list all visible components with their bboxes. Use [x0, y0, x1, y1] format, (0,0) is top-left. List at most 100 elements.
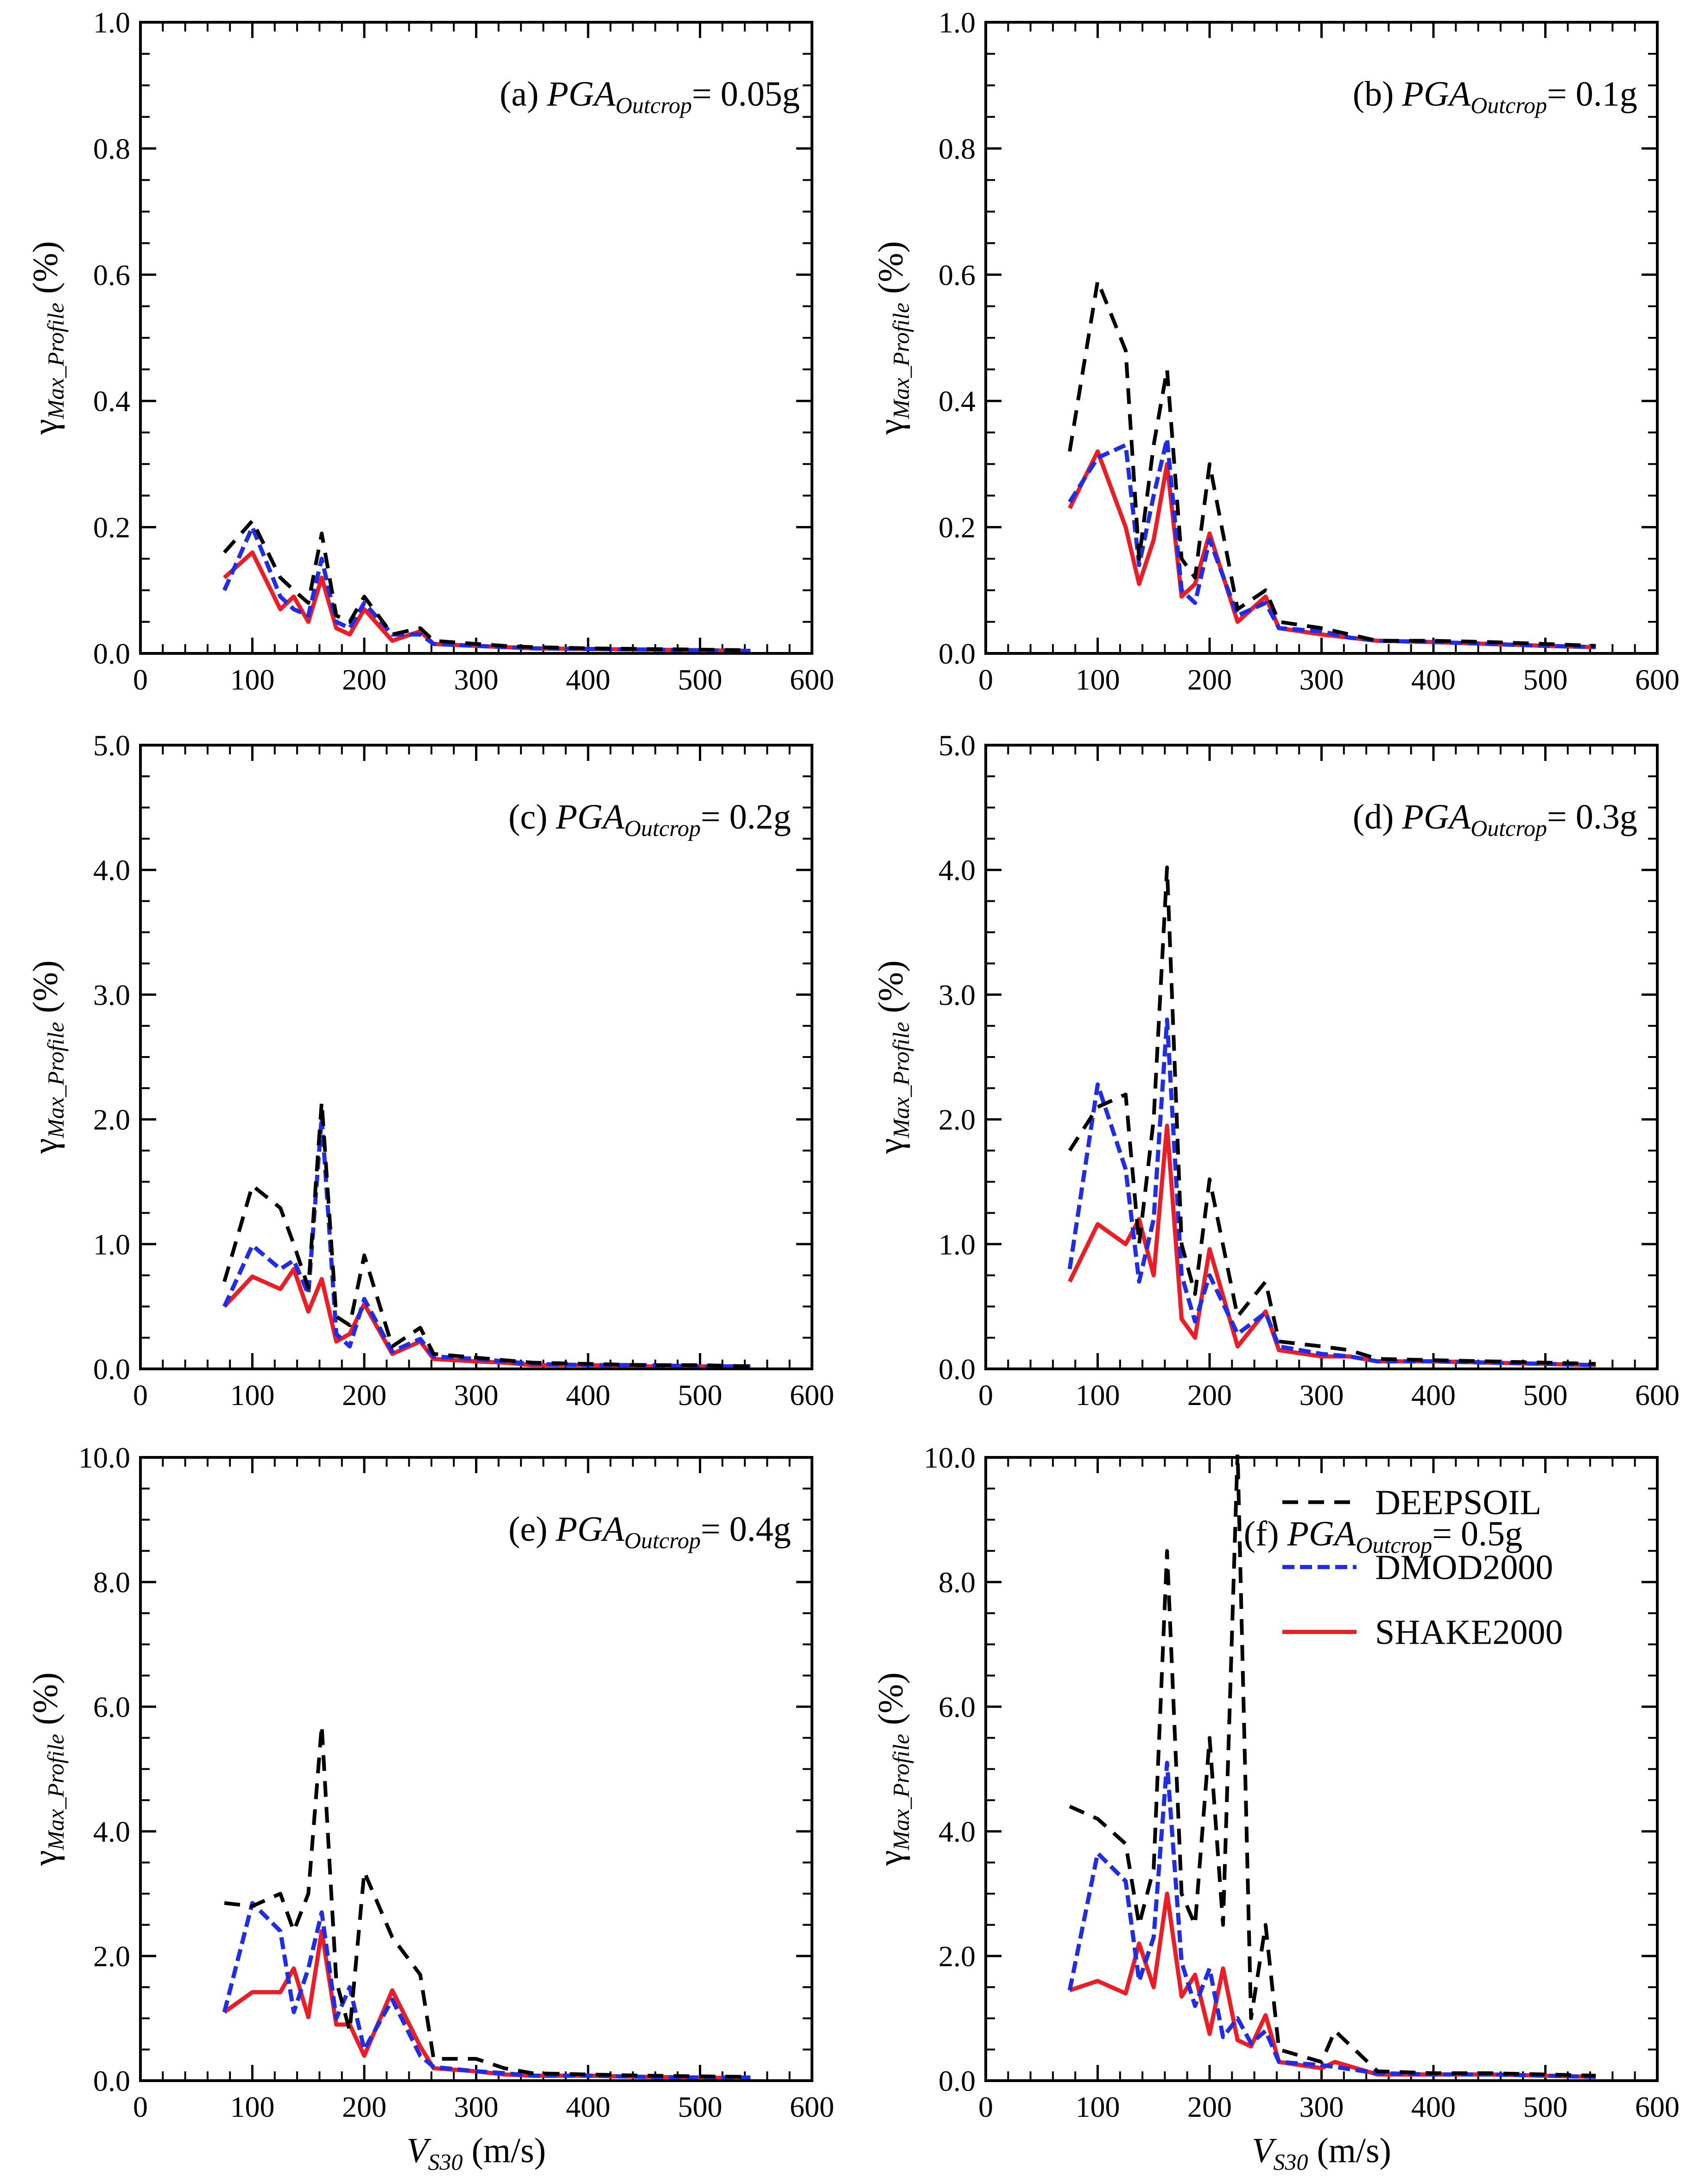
y-axis-label-subscript: Max_Profile — [888, 1022, 914, 1139]
x-tick-label: 0 — [133, 663, 148, 696]
y-axis-label: γMax_Profile (%) — [871, 241, 914, 435]
y-tick-label: 1.0 — [938, 6, 976, 39]
y-tick-label: 0.8 — [93, 132, 130, 165]
series-deepsoil — [1068, 279, 1596, 648]
y-tick-label: 2.0 — [938, 1940, 976, 1973]
x-tick-label: 100 — [230, 2090, 275, 2123]
panel-title-subscript: Outcrop — [624, 815, 701, 841]
y-tick-label: 0.2 — [93, 511, 130, 544]
series-dmod2000 — [1067, 1017, 1596, 1367]
y-tick-label: 10.0 — [78, 1441, 130, 1474]
y-tick-label: 2.0 — [93, 1103, 130, 1136]
series-dmod2000 — [222, 525, 751, 653]
y-axis-label-subscript: Max_Profile — [43, 1734, 69, 1851]
y-axis-label-symbol: γ — [26, 1138, 65, 1154]
series-deepsoil — [222, 1100, 751, 1368]
y-axis-label-subscript: Max_Profile — [43, 303, 69, 419]
x-tick-label: 400 — [566, 2090, 610, 2123]
series-deepsoil — [1069, 1455, 1596, 2078]
x-tick-label: 0 — [133, 1379, 148, 1412]
panel-title-value: = 0.2g — [701, 798, 791, 836]
y-tick-label: 4.0 — [93, 1815, 130, 1848]
y-tick-label: 10.0 — [924, 1441, 976, 1474]
panel-c: 0 100 200 300 400 500 600 0.0 1.0 2.0 3.0 4.0 5.0 γMa… — [26, 729, 834, 1412]
x-axis-label-unit: (m/s) — [1308, 2131, 1391, 2170]
x-tick-label: 0 — [978, 1379, 993, 1412]
x-tick-label: 300 — [1300, 1379, 1344, 1412]
series-deepsoil — [224, 1723, 751, 2079]
legend-label-deepsoil: DEEPSOIL — [1375, 1483, 1541, 1522]
legend: SHAKE2000 DMOD2000 DEEPSOIL — [1282, 1483, 1563, 1652]
y-tick-label: 0.4 — [938, 385, 976, 418]
y-axis-label: γMax_Profile (%) — [26, 1672, 69, 1866]
panel-title-letter: (d) — [1353, 798, 1394, 836]
series-deepsoil — [1068, 865, 1596, 1366]
y-axis-label-symbol: γ — [26, 419, 65, 435]
x-tick-label: 300 — [454, 1379, 499, 1412]
x-tick-label: 400 — [1411, 2090, 1456, 2123]
y-axis-label: γMax_Profile (%) — [26, 960, 69, 1154]
plot-frame — [139, 744, 813, 1370]
plot-frame — [139, 1456, 813, 2082]
x-tick-label: 400 — [566, 1379, 610, 1412]
y-axis-label-unit: (%) — [871, 241, 910, 303]
x-tick-label: 400 — [1411, 663, 1456, 696]
panel-a: 0 100 200 300 400 500 600 0.0 0.2 0.4 0.6 0.8 1.0 γMa… — [26, 6, 834, 696]
panel-title-variable: PGA — [1401, 798, 1471, 836]
x-tick-label: 100 — [1076, 2090, 1120, 2123]
x-tick-label: 600 — [790, 663, 834, 696]
panel-title-value: = 0.05g — [692, 75, 800, 114]
y-tick-label: 2.0 — [938, 1103, 976, 1136]
y-tick-label: 0.0 — [938, 1353, 976, 1386]
x-tick-label: 300 — [1300, 663, 1344, 696]
y-axis-label-symbol: γ — [871, 1138, 910, 1154]
panel-title-variable: PGA — [555, 798, 624, 836]
y-axis-label-unit: (%) — [26, 241, 65, 303]
panel-title: (c) PGAOutcrop= 0.2g — [508, 798, 791, 841]
y-tick-label: 0.0 — [93, 2064, 130, 2097]
y-tick-label: 1.0 — [938, 1228, 976, 1261]
y-tick-label: 6.0 — [93, 1690, 130, 1723]
y-tick-label: 1.0 — [93, 1228, 130, 1261]
x-tick-label: 0 — [978, 663, 993, 696]
y-axis-label-subscript: Max_Profile — [43, 1022, 69, 1139]
x-tick-label: 600 — [790, 1379, 834, 1412]
panel-title-variable: PGA — [555, 1510, 624, 1549]
y-tick-label: 0.6 — [93, 259, 130, 291]
y-axis-label-symbol: γ — [26, 1850, 65, 1867]
panel-title-subscript: Outcrop — [1356, 1532, 1432, 1558]
series-dmod2000 — [1068, 437, 1596, 649]
x-tick-label: 100 — [1076, 1379, 1120, 1412]
y-tick-label: 2.0 — [93, 1940, 130, 1973]
x-axis-label-subscript: S30 — [428, 2149, 463, 2175]
y-tick-label: 0.2 — [938, 511, 976, 544]
y-tick-label: 4.0 — [938, 854, 976, 886]
x-tick-label: 200 — [342, 1379, 387, 1412]
x-tick-label: 400 — [1411, 1379, 1456, 1412]
x-tick-label: 500 — [678, 663, 723, 696]
panel-title-subscript: Outcrop — [1471, 815, 1547, 841]
x-tick-label: 500 — [1523, 2090, 1568, 2123]
panel-title-variable: PGA — [1287, 1514, 1356, 1553]
x-tick-label: 0 — [978, 2090, 993, 2123]
panel-title-variable: PGA — [546, 75, 615, 114]
x-tick-label: 200 — [1187, 2090, 1232, 2123]
x-tick-label: 300 — [454, 2090, 499, 2123]
x-axis-label-symbol: V — [406, 2131, 431, 2170]
legend-label-dmod2000: DMOD2000 — [1375, 1548, 1553, 1587]
y-tick-label: 8.0 — [93, 1566, 130, 1599]
panel-b: 0 100 200 300 400 500 600 0.0 0.2 0.4 0.6 0.8 1.0 γMa… — [871, 6, 1680, 696]
y-tick-label: 8.0 — [938, 1566, 976, 1599]
y-axis-label: γMax_Profile (%) — [871, 960, 914, 1154]
x-tick-label: 500 — [1523, 663, 1568, 696]
y-tick-label: 6.0 — [938, 1690, 976, 1723]
y-tick-label: 0.0 — [93, 1353, 130, 1386]
x-axis-label-subscript: S30 — [1274, 2149, 1308, 2175]
x-tick-label: 300 — [1300, 2090, 1344, 2123]
x-tick-label: 100 — [1076, 663, 1120, 696]
y-tick-label: 0.6 — [938, 259, 976, 291]
y-axis-label: γMax_Profile (%) — [26, 241, 69, 435]
y-axis-label-symbol: γ — [871, 419, 910, 435]
y-axis-label-unit: (%) — [871, 960, 910, 1022]
